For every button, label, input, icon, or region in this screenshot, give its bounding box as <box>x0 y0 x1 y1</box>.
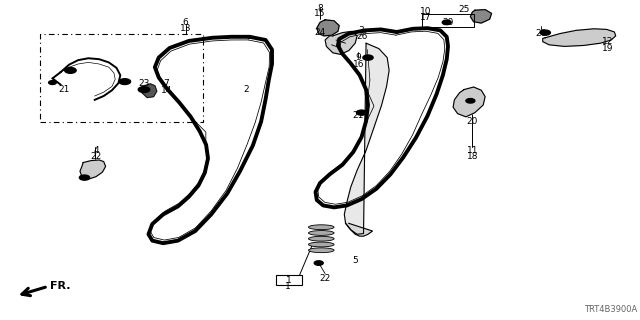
Text: 2: 2 <box>244 85 249 94</box>
Text: 22: 22 <box>90 152 102 161</box>
Bar <box>40 34 203 122</box>
Ellipse shape <box>308 230 334 236</box>
Text: 23: 23 <box>138 79 150 88</box>
Text: TRT4B3900A: TRT4B3900A <box>584 305 637 314</box>
Text: 1: 1 <box>285 282 291 291</box>
Text: 14: 14 <box>161 86 172 95</box>
Circle shape <box>356 110 367 115</box>
Text: 8: 8 <box>317 4 323 12</box>
Polygon shape <box>325 31 357 54</box>
Circle shape <box>119 79 131 84</box>
Circle shape <box>138 87 150 92</box>
Polygon shape <box>543 29 616 46</box>
Ellipse shape <box>308 248 334 253</box>
Circle shape <box>314 261 323 265</box>
Circle shape <box>540 30 550 35</box>
Bar <box>276 275 302 285</box>
Polygon shape <box>346 223 372 236</box>
Text: 10: 10 <box>420 7 431 16</box>
Text: 6: 6 <box>183 18 188 27</box>
Text: 25: 25 <box>458 5 470 14</box>
Circle shape <box>363 55 373 60</box>
Circle shape <box>442 20 451 25</box>
Bar <box>422 14 474 27</box>
Text: 15: 15 <box>314 9 326 18</box>
Text: 20: 20 <box>442 18 454 27</box>
Circle shape <box>466 99 475 103</box>
Ellipse shape <box>308 225 334 230</box>
Text: 12: 12 <box>602 37 614 46</box>
Text: 7: 7 <box>164 79 169 88</box>
Text: 26: 26 <box>356 32 367 41</box>
Text: 17: 17 <box>420 13 431 22</box>
Text: 21: 21 <box>353 111 364 120</box>
Circle shape <box>49 81 56 84</box>
Text: 11: 11 <box>467 146 478 155</box>
Text: 24: 24 <box>314 28 326 36</box>
Text: 21: 21 <box>58 85 70 94</box>
Text: 4: 4 <box>93 146 99 155</box>
Text: 5: 5 <box>353 256 358 265</box>
Text: 9: 9 <box>356 53 361 62</box>
Circle shape <box>65 68 76 73</box>
Polygon shape <box>344 43 389 234</box>
Polygon shape <box>470 10 492 23</box>
Ellipse shape <box>308 242 334 247</box>
Circle shape <box>79 175 90 180</box>
Ellipse shape <box>308 236 334 241</box>
Polygon shape <box>80 160 106 179</box>
Polygon shape <box>142 84 157 98</box>
Text: 1: 1 <box>287 276 292 285</box>
Text: 22: 22 <box>319 274 331 283</box>
Text: 16: 16 <box>353 60 364 68</box>
Text: 13: 13 <box>180 24 191 33</box>
Polygon shape <box>317 20 339 36</box>
Text: 20: 20 <box>467 117 478 126</box>
Polygon shape <box>453 87 485 117</box>
Text: 19: 19 <box>602 44 614 52</box>
Text: FR.: FR. <box>50 281 70 292</box>
Text: 20: 20 <box>535 29 547 38</box>
Text: 3: 3 <box>359 26 364 35</box>
Text: 18: 18 <box>467 152 478 161</box>
